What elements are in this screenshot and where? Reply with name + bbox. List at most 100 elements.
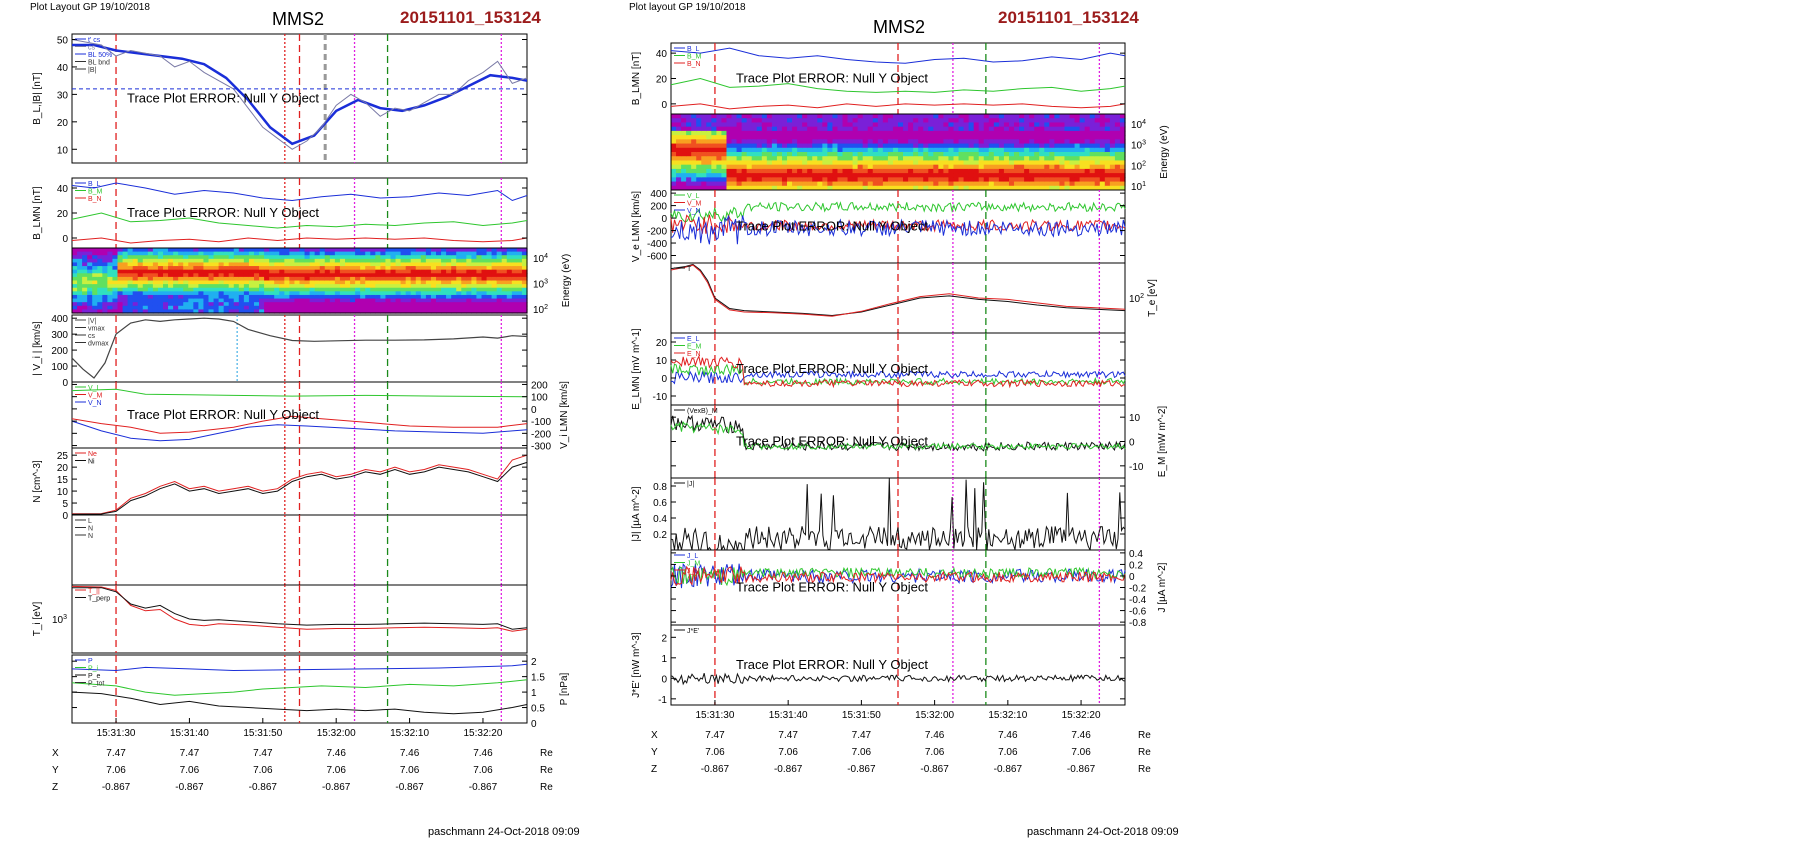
spectrogram-cell [736,135,743,140]
spectrogram-cell [761,122,768,128]
spectrogram-cell [491,251,498,256]
spectrogram-cell [269,258,275,264]
ephemeris-value: 7.06 [400,765,420,776]
spectrogram-cell [350,273,356,278]
spectrogram-cell [334,276,341,282]
spectrogram-cell [238,269,245,274]
spectrogram-cell [948,164,955,170]
spectrogram-cell [451,302,457,307]
spectrogram-cell [147,291,154,296]
spectrogram-cell [1119,147,1126,153]
spectrogram-cell [1104,185,1111,191]
legend-label: B_L [687,46,700,53]
spectrogram-cell [1099,139,1106,145]
spectrogram-cell [837,156,844,162]
spectrogram-cell [521,269,528,274]
spectrogram-cell [430,251,437,256]
spectrogram-cell [721,160,728,166]
spectrogram-cell [390,294,397,300]
spectrogram-cell [923,160,929,166]
x-tick-label: 15:32:00 [317,728,356,739]
spectrogram-cell [405,269,412,274]
spectrogram-cell [274,302,280,307]
spectrogram-cell [264,273,270,278]
spectrogram-cell [142,273,149,278]
spectrogram-cell [365,287,371,292]
spectrogram-cell [355,284,361,289]
spectrogram-cell [948,156,955,162]
spectrogram-cell [168,284,174,289]
spectrogram-cell [87,255,93,260]
spectrogram-cell [173,248,179,253]
y-tick-label: 100 [531,393,548,404]
spectrogram-cell [852,173,859,178]
spectrogram-cell [415,255,422,260]
legend-label: cs [88,333,96,340]
spectrogram-cell [1049,143,1055,149]
spectrogram-cell [466,258,472,264]
spectrogram-cell [761,177,768,183]
spectrogram-cell [731,177,738,183]
spectrogram-cell [208,251,215,256]
spectrogram-cell [847,130,854,136]
energy-tick-label: 104 [533,253,548,265]
spectrogram-cell [132,280,139,285]
spectrogram-cell [193,273,199,278]
spectrogram-cell [766,130,773,136]
spectrogram-cell [264,251,270,256]
spectrogram-cell [948,181,955,187]
spectrogram-cell [676,177,682,183]
spectrogram-cell [213,266,220,271]
spectrogram-cell [269,266,275,271]
spectrogram-cell [132,248,139,253]
spectrogram-cell [1064,114,1071,119]
spectrogram-cell [390,273,397,278]
spectrogram-cell [137,248,144,253]
spectrogram-cell [726,143,733,149]
spectrogram-cell [781,118,788,124]
spectrogram-cell [410,276,417,282]
spectrogram-cell [776,135,783,140]
spectrogram-cell [345,273,351,278]
spectrogram-cell [1054,160,1061,166]
spectrogram-cell [436,269,442,274]
spectrogram-cell [102,298,108,303]
spectrogram-cell [213,305,220,310]
y-tick-label: 0.4 [653,514,667,525]
spectrogram-cell [385,251,392,256]
spectrogram-cell [163,309,169,314]
spectrogram-cell [761,164,768,170]
spectrogram-cell [802,130,808,136]
spectrogram-cell [486,309,493,314]
spectrogram-cell [188,273,194,278]
spectrogram-cell [781,122,788,128]
spectrogram-cell [862,135,869,140]
spectrogram-cell [451,262,457,267]
y-tick-label: 5 [62,499,68,510]
spectrogram-cell [1039,181,1045,187]
spectrogram-cell [1114,164,1121,170]
spectrogram-cell [1039,147,1045,153]
spectrogram-cell [496,266,503,271]
spectrogram-cell [147,305,154,310]
spectrogram-cell [847,177,854,183]
spectrogram-cell [264,309,270,314]
spectrogram-cell [923,168,929,174]
spectrogram-cell [756,147,763,153]
spectrogram-cell [822,164,828,170]
spectrogram-cell [1114,168,1121,174]
right-layout-label: Plot layout GP 19/10/2018 [629,2,746,13]
spectrogram-cell [1089,122,1096,128]
spectrogram-cell [334,269,341,274]
spectrogram-cell [1034,114,1040,119]
spectrogram-cell [1079,118,1086,124]
spectrogram-cell [511,255,518,260]
spectrogram-cell [329,284,336,289]
spectrogram-cell [279,255,285,260]
spectrogram-cell [264,258,270,264]
spectrogram-cell [77,298,83,303]
spectrogram-cell [304,284,311,289]
spectrogram-cell [1034,185,1040,191]
spectrogram-cell [102,269,108,274]
spectrogram-cell [279,294,285,300]
